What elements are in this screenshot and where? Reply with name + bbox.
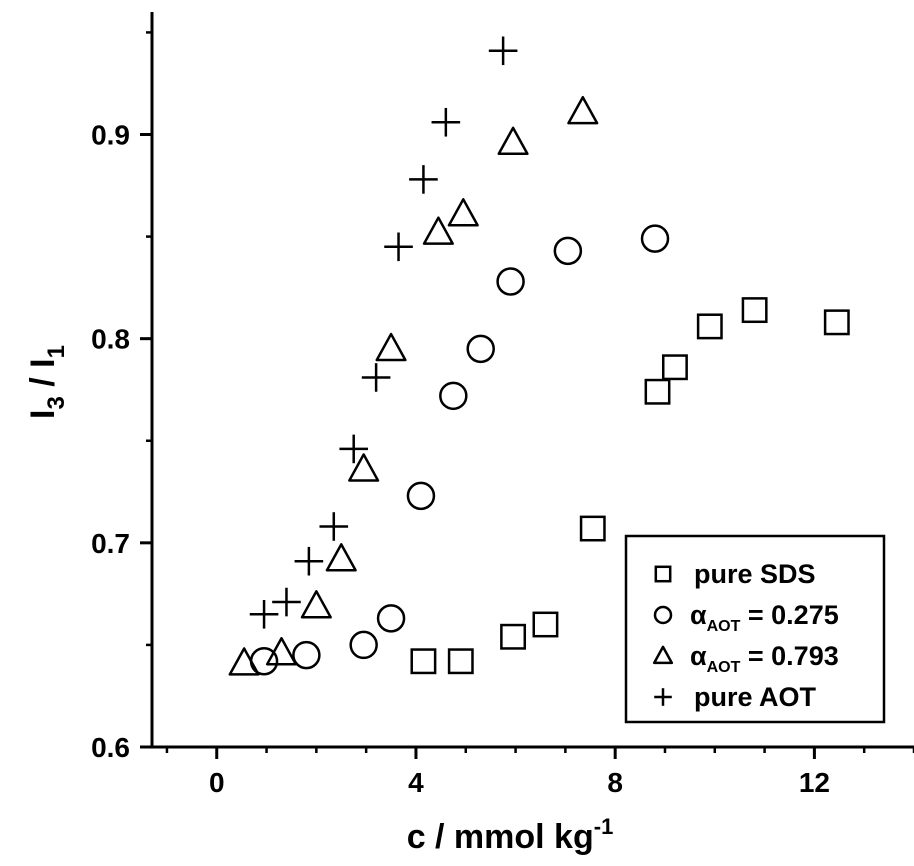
point-pure-sds (823, 309, 850, 336)
point-pure-sds (447, 648, 474, 675)
point-aot-0-275 (553, 236, 583, 266)
point-aot-0-275 (466, 334, 495, 364)
y-tick-label-0.7: 0.7 (91, 528, 130, 559)
point-aot-0-275 (496, 267, 525, 296)
legend: pure SDS αAOT = 0.275 αAOT = 0.793 pure … (624, 534, 886, 724)
y-tick-label-0.6: 0.6 (91, 732, 130, 763)
point-aot-0-793 (447, 198, 479, 227)
point-aot-0-793 (497, 126, 529, 156)
point-pure-aot (409, 165, 438, 194)
point-aot-0-275 (406, 481, 436, 511)
data-points (228, 36, 850, 676)
point-aot-0-275 (376, 604, 406, 633)
legend-symbol-pure-aot (654, 688, 672, 706)
point-aot-0-793 (375, 332, 407, 362)
x-tick-label-12: 12 (799, 767, 830, 798)
point-pure-sds (500, 623, 527, 650)
point-pure-aot (384, 232, 413, 262)
legend-symbol-aot-0-793 (652, 645, 674, 665)
point-aot-0-793 (265, 637, 298, 666)
point-pure-sds (644, 378, 671, 405)
point-pure-sds (532, 611, 559, 638)
point-aot-0-793 (300, 590, 332, 619)
point-pure-aot (431, 107, 461, 137)
point-aot-0-793 (228, 647, 260, 676)
point-pure-sds (661, 354, 688, 381)
point-aot-0-275 (292, 640, 321, 670)
y-tick-label-0.8: 0.8 (91, 324, 130, 355)
point-pure-sds (741, 297, 768, 324)
point-pure-sds (579, 515, 606, 542)
point-pure-aot (272, 587, 301, 617)
point-pure-aot (361, 363, 391, 392)
legend-label-alpha-0275: αAOT = 0.275 (690, 600, 839, 635)
point-aot-0-793 (348, 453, 380, 482)
axis-ticks (140, 31, 914, 759)
y-axis-title: I3 / I1 (24, 345, 70, 419)
point-aot-0-793 (325, 543, 357, 572)
point-pure-sds (410, 648, 437, 675)
legend-symbols (652, 565, 674, 706)
x-axis-title: c / mmol kg-1 (407, 814, 614, 856)
point-aot-0-793 (567, 95, 599, 125)
point-pure-aot (294, 546, 324, 576)
point-pure-aot (319, 512, 349, 541)
point-pure-aot (249, 599, 279, 629)
legend-symbol-pure-sds (654, 565, 672, 583)
point-aot-0-275 (349, 630, 378, 660)
point-pure-sds (696, 313, 723, 340)
x-tick-label-0: 0 (209, 767, 225, 798)
x-tick-label-4: 4 (408, 767, 424, 798)
point-aot-0-793 (422, 216, 454, 245)
x-tick-label-8: 8 (607, 767, 623, 798)
point-aot-0-275 (439, 381, 468, 411)
legend-label-pure-sds: pure SDS (694, 559, 816, 589)
legend-label-pure-aot: pure AOT (694, 682, 817, 712)
point-pure-aot (339, 434, 369, 464)
point-pure-aot (488, 36, 518, 66)
y-tick-label-0.9: 0.9 (91, 120, 130, 151)
legend-symbol-aot-0-275 (653, 605, 673, 625)
point-aot-0-275 (640, 224, 670, 253)
tick-labels: 0 4 8 12 0.6 0.7 0.8 0.9 (91, 120, 830, 799)
legend-label-alpha-0793: αAOT = 0.793 (690, 641, 839, 676)
